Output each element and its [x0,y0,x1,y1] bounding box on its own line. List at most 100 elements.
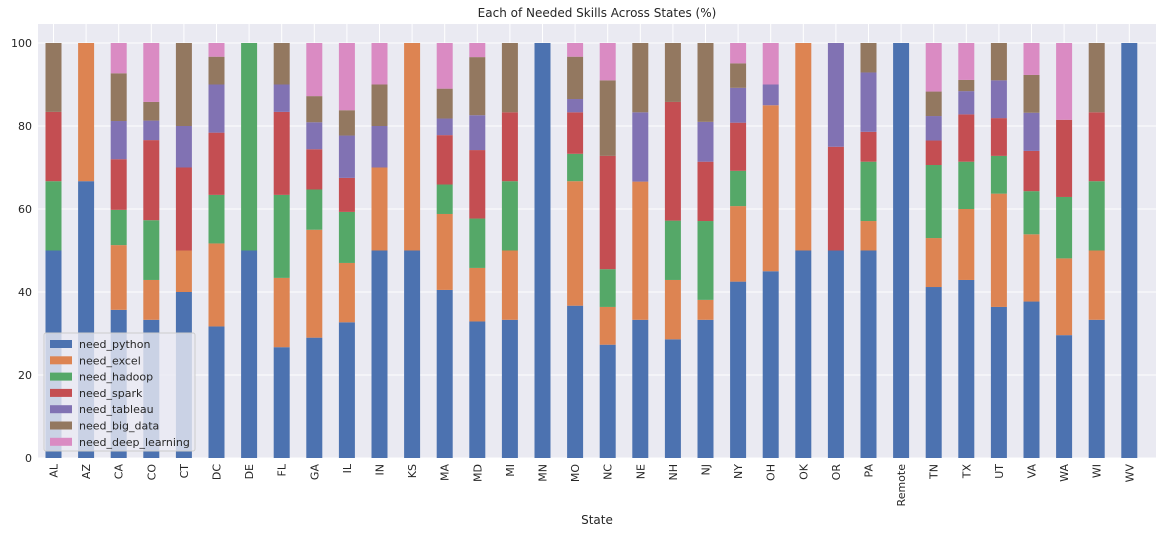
bar-segment-need-spark [175,167,192,251]
legend: need_python need_excel need_hadoop need_spa… [43,332,196,452]
bar-segment-need-hadoop [925,165,942,239]
bar-segment-need-spark [664,101,681,221]
bar-segment-need-deep-learning [436,43,453,89]
bar-segment-need-spark [697,161,714,222]
x-tick-label: DC [211,464,224,480]
bar-segment-need-hadoop [567,153,584,182]
x-tick-label: PA [863,464,876,478]
bar-segment-need-big-data [567,56,584,100]
legend-swatch [50,340,72,348]
bar-segment-need-deep-learning [469,43,486,58]
bar-segment-need-python [925,287,942,458]
bar-segment-need-python [1023,301,1040,458]
bar-segment-need-big-data [208,56,225,85]
bar-segment-need-python [501,319,518,458]
bar-segment-need-big-data [730,63,747,88]
bar-segment-need-tableau [827,43,844,147]
bar-segment-need-excel [143,279,160,320]
x-tick-label: NC [602,464,615,480]
bar-segment-need-python [893,43,910,458]
bar-segment-need-python [1056,335,1073,458]
bar-segment-need-spark [338,177,355,212]
legend-swatch [50,437,72,446]
bar-segment-need-python [990,306,1007,458]
bar-segment-need-deep-learning [730,43,747,64]
x-tick-label: GA [308,464,321,481]
bar-segment-need-excel [762,105,779,272]
bar-segment-need-big-data [371,84,388,126]
x-axis-label: State [581,513,613,527]
bar-segment-need-tableau [306,122,323,150]
bar-segment-need-excel [632,181,649,320]
bar-segment-need-excel [567,181,584,306]
bar-segment-need-spark [958,114,975,162]
x-tick-label: MN [537,464,550,482]
bar-segment-need-python [469,321,486,458]
legend-label: need_tableau [79,403,154,416]
legend-label: need_excel [79,354,141,367]
bar-segment-need-big-data [860,43,877,73]
bar-segment-need-python [827,250,844,458]
x-tick-label: MO [569,464,582,482]
bar-segment-need-deep-learning [599,43,616,81]
x-tick-label: UT [993,464,1006,479]
bar-segment-need-spark [208,132,225,195]
bar-segment-need-python [664,339,681,458]
bar-segment-need-python [1121,43,1138,458]
x-tick-label: TX [960,464,973,480]
bar-segment-need-big-data [925,91,942,117]
x-tick-label: IL [341,463,354,473]
bar-segment-need-excel [958,209,975,280]
bar-segment-need-tableau [469,115,486,151]
bar-segment-need-big-data [664,43,681,102]
bar-segment-need-python [632,319,649,458]
bar-segment-need-python [306,337,323,458]
bar-segment-need-python [795,250,812,458]
x-tick-label: OR [830,464,843,481]
bar-segment-need-excel [1088,250,1105,320]
bar-segment-need-tableau [958,91,975,115]
bar-segment-need-tableau [208,84,225,133]
y-tick-label: 100 [11,37,32,50]
bar-segment-need-hadoop [990,155,1007,194]
bar-segment-need-python [273,347,290,458]
bar-segment-need-tableau [175,126,192,168]
bar-segment-need-spark [45,111,62,182]
x-tick-label: TN [928,464,941,480]
x-tick-label: NY [732,464,745,479]
bar-segment-need-big-data [632,43,649,113]
bar-segment-need-big-data [175,43,192,126]
bar-segment-need-excel [338,262,355,323]
plot-background [38,24,1156,458]
bar-segment-need-hadoop [306,189,323,230]
legend-swatch [50,421,72,430]
bar-segment-need-excel [990,193,1007,307]
bar-segment-need-big-data [501,43,518,113]
bar-segment-need-deep-learning [1023,43,1040,75]
bar-segment-need-hadoop [730,170,747,207]
bar-segment-need-excel [664,279,681,340]
chart-title: Each of Needed Skills Across States (%) [478,6,717,20]
bar-segment-need-python [1088,319,1105,458]
bar-segment-need-hadoop [1088,181,1105,251]
bar-segment-need-excel [1056,258,1073,336]
x-tick-label: DE [243,464,256,479]
bar-segment-need-spark [827,146,844,251]
legend-label: need_big_data [79,420,159,433]
bar-segment-need-tableau [436,118,453,136]
bar-segment-need-spark [567,112,584,154]
bar-segment-need-excel [599,306,616,345]
bar-segment-need-tableau [697,121,714,162]
x-tick-label: OK [797,463,810,480]
bar-segment-need-deep-learning [925,43,942,92]
bar-segment-need-hadoop [338,211,355,263]
bar-segment-need-big-data [306,96,323,123]
bar-segment-need-deep-learning [1056,43,1073,120]
bar-segment-need-excel [501,250,518,320]
bar-segment-need-excel [110,245,127,310]
legend-swatch [50,388,72,397]
bar-segment-need-tableau [110,121,127,160]
bar-segment-need-spark [1023,150,1040,192]
bar-segment-need-tableau [273,84,290,112]
y-axis-ticks: 0 20 40 60 80 100 [11,37,32,465]
